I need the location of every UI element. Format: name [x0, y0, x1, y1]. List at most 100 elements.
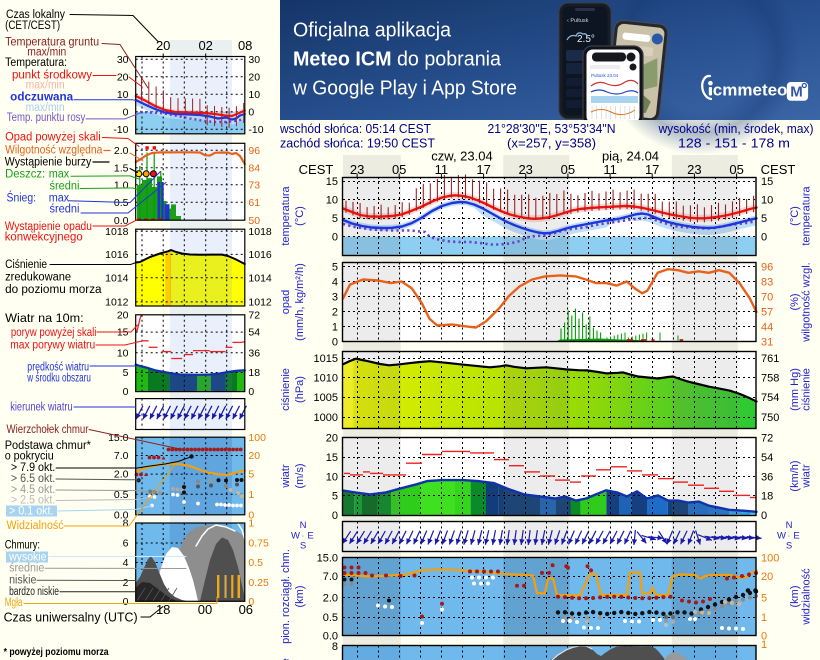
svg-text:2: 2	[332, 307, 338, 319]
svg-text:Wystąpienie opadu: Wystąpienie opadu	[5, 221, 92, 233]
svg-text:7.0: 7.0	[114, 450, 129, 462]
svg-text:0.5: 0.5	[248, 557, 263, 569]
svg-text:ciśnienie: ciśnienie	[801, 368, 813, 411]
svg-text:7.0: 7.0	[323, 571, 338, 583]
svg-text:0: 0	[123, 106, 129, 118]
svg-text:0: 0	[332, 336, 338, 348]
svg-text:1012: 1012	[105, 297, 129, 309]
svg-text:Deszcz:: Deszcz:	[5, 169, 45, 181]
svg-text:do poziomu morza: do poziomu morza	[5, 284, 102, 296]
svg-text:1015: 1015	[314, 353, 338, 365]
svg-text:(km): (km)	[294, 586, 306, 608]
svg-text:20: 20	[117, 71, 129, 83]
svg-text:23: 23	[518, 162, 532, 177]
svg-text:średnie: średnie	[9, 563, 44, 575]
svg-text:Ciśnienie: Ciśnienie	[5, 259, 47, 271]
svg-text:4: 4	[123, 557, 129, 569]
svg-text:1014: 1014	[105, 272, 129, 284]
svg-text:(CET/CEST): (CET/CEST)	[5, 20, 60, 32]
svg-text:20: 20	[248, 450, 260, 462]
svg-text:30: 30	[248, 54, 260, 66]
svg-text:1018: 1018	[105, 226, 129, 238]
svg-text:cmmeteo: cmmeteo	[713, 81, 788, 100]
svg-text:Wilgotność względna: Wilgotność względna	[5, 145, 103, 157]
svg-text:21°28'30"E, 53°53'34"N: 21°28'30"E, 53°53'34"N	[488, 122, 616, 136]
svg-text:15.0: 15.0	[317, 552, 338, 564]
svg-text:max/min: max/min	[26, 80, 65, 92]
svg-text:CEST: CEST	[761, 162, 796, 177]
svg-text:max porywy wiatru: max porywy wiatru	[10, 340, 95, 352]
svg-text:zachód słońca: 19:50 CEST: zachód słońca: 19:50 CEST	[280, 137, 435, 151]
svg-text:5: 5	[761, 593, 767, 605]
svg-text:temperatura: temperatura	[801, 185, 813, 245]
svg-text:(x=257, y=358): (x=257, y=358)	[507, 137, 596, 151]
svg-text:4: 4	[332, 276, 338, 288]
svg-text:Wystąpienie burzy: Wystąpienie burzy	[5, 156, 92, 168]
svg-text:11: 11	[603, 162, 617, 177]
svg-text:70: 70	[761, 292, 773, 304]
svg-text:(m/s): (m/s)	[294, 463, 306, 488]
svg-text:30: 30	[117, 54, 129, 66]
svg-text:> 0.1 okt.: > 0.1 okt.	[9, 505, 53, 517]
svg-text:0: 0	[248, 509, 254, 521]
svg-text:0.5: 0.5	[323, 612, 338, 624]
svg-text:·: ·	[788, 532, 791, 541]
svg-text:Temperatura gruntu: Temperatura gruntu	[5, 36, 99, 48]
svg-text:S: S	[786, 541, 792, 552]
svg-text:96: 96	[761, 261, 773, 273]
svg-text:opad: opad	[280, 290, 292, 314]
svg-text:0: 0	[248, 596, 254, 608]
svg-text:0: 0	[123, 386, 129, 398]
svg-text:0.0: 0.0	[114, 215, 129, 227]
svg-text:1: 1	[761, 639, 767, 651]
svg-text:36: 36	[761, 471, 773, 483]
svg-text:wiatr: wiatr	[280, 464, 292, 489]
svg-text:1016: 1016	[105, 249, 129, 261]
svg-text:Pultusk 23.04: Pultusk 23.04	[591, 73, 619, 78]
svg-text:M: M	[790, 83, 803, 100]
svg-text:2.5°: 2.5°	[577, 34, 595, 45]
svg-text:15: 15	[761, 176, 773, 188]
svg-text:20: 20	[117, 309, 129, 321]
svg-text:31: 31	[761, 336, 773, 348]
svg-text:CEST: CEST	[299, 162, 334, 177]
svg-text:5: 5	[761, 213, 767, 225]
svg-text:-10: -10	[113, 124, 128, 136]
svg-text:pion. rozciągł. chm.: pion. rozciągł. chm.	[280, 549, 292, 644]
svg-text:w środku obszaru: w środku obszaru	[27, 372, 91, 384]
svg-text:(km): (km)	[789, 586, 801, 608]
svg-text:1: 1	[248, 489, 254, 501]
svg-text:758: 758	[761, 373, 779, 385]
svg-text:0.0: 0.0	[323, 630, 338, 642]
svg-text:E: E	[307, 530, 313, 541]
svg-text:10: 10	[248, 89, 260, 101]
svg-text:0: 0	[761, 510, 767, 522]
svg-text:(hPa): (hPa)	[294, 376, 306, 403]
svg-text:(mm/h, kg/m²/h): (mm/h, kg/m²/h)	[294, 263, 306, 341]
svg-text:Mgła: Mgła	[5, 597, 23, 609]
svg-text:15: 15	[326, 176, 338, 188]
svg-text:zredukowane: zredukowane	[5, 271, 71, 283]
svg-text:* powyżej poziomu morza: * powyżej poziomu morza	[4, 646, 109, 658]
svg-text:ciśnienie: ciśnienie	[280, 368, 292, 411]
svg-text:czw, 23.04: czw, 23.04	[431, 149, 492, 164]
svg-text:10: 10	[326, 194, 338, 206]
svg-text:10: 10	[326, 471, 338, 483]
svg-text:18: 18	[248, 367, 260, 379]
svg-text:08: 08	[238, 38, 252, 53]
svg-text:23: 23	[350, 162, 364, 177]
svg-text:poryw powyżej skali: poryw powyżej skali	[11, 327, 97, 339]
svg-text:5: 5	[332, 213, 338, 225]
svg-text:8: 8	[332, 641, 338, 653]
svg-text:1018: 1018	[248, 226, 272, 238]
svg-text:83: 83	[761, 276, 773, 288]
svg-text:18: 18	[156, 602, 170, 617]
svg-text:max: max	[49, 193, 70, 205]
svg-text:50: 50	[248, 215, 260, 227]
svg-text:0: 0	[332, 510, 338, 522]
svg-text:57: 57	[761, 307, 773, 319]
svg-text:0: 0	[761, 231, 767, 243]
svg-text:Meteo ICM do pobrania: Meteo ICM do pobrania	[293, 49, 502, 71]
svg-text:10: 10	[117, 89, 129, 101]
svg-text:754: 754	[761, 392, 779, 404]
